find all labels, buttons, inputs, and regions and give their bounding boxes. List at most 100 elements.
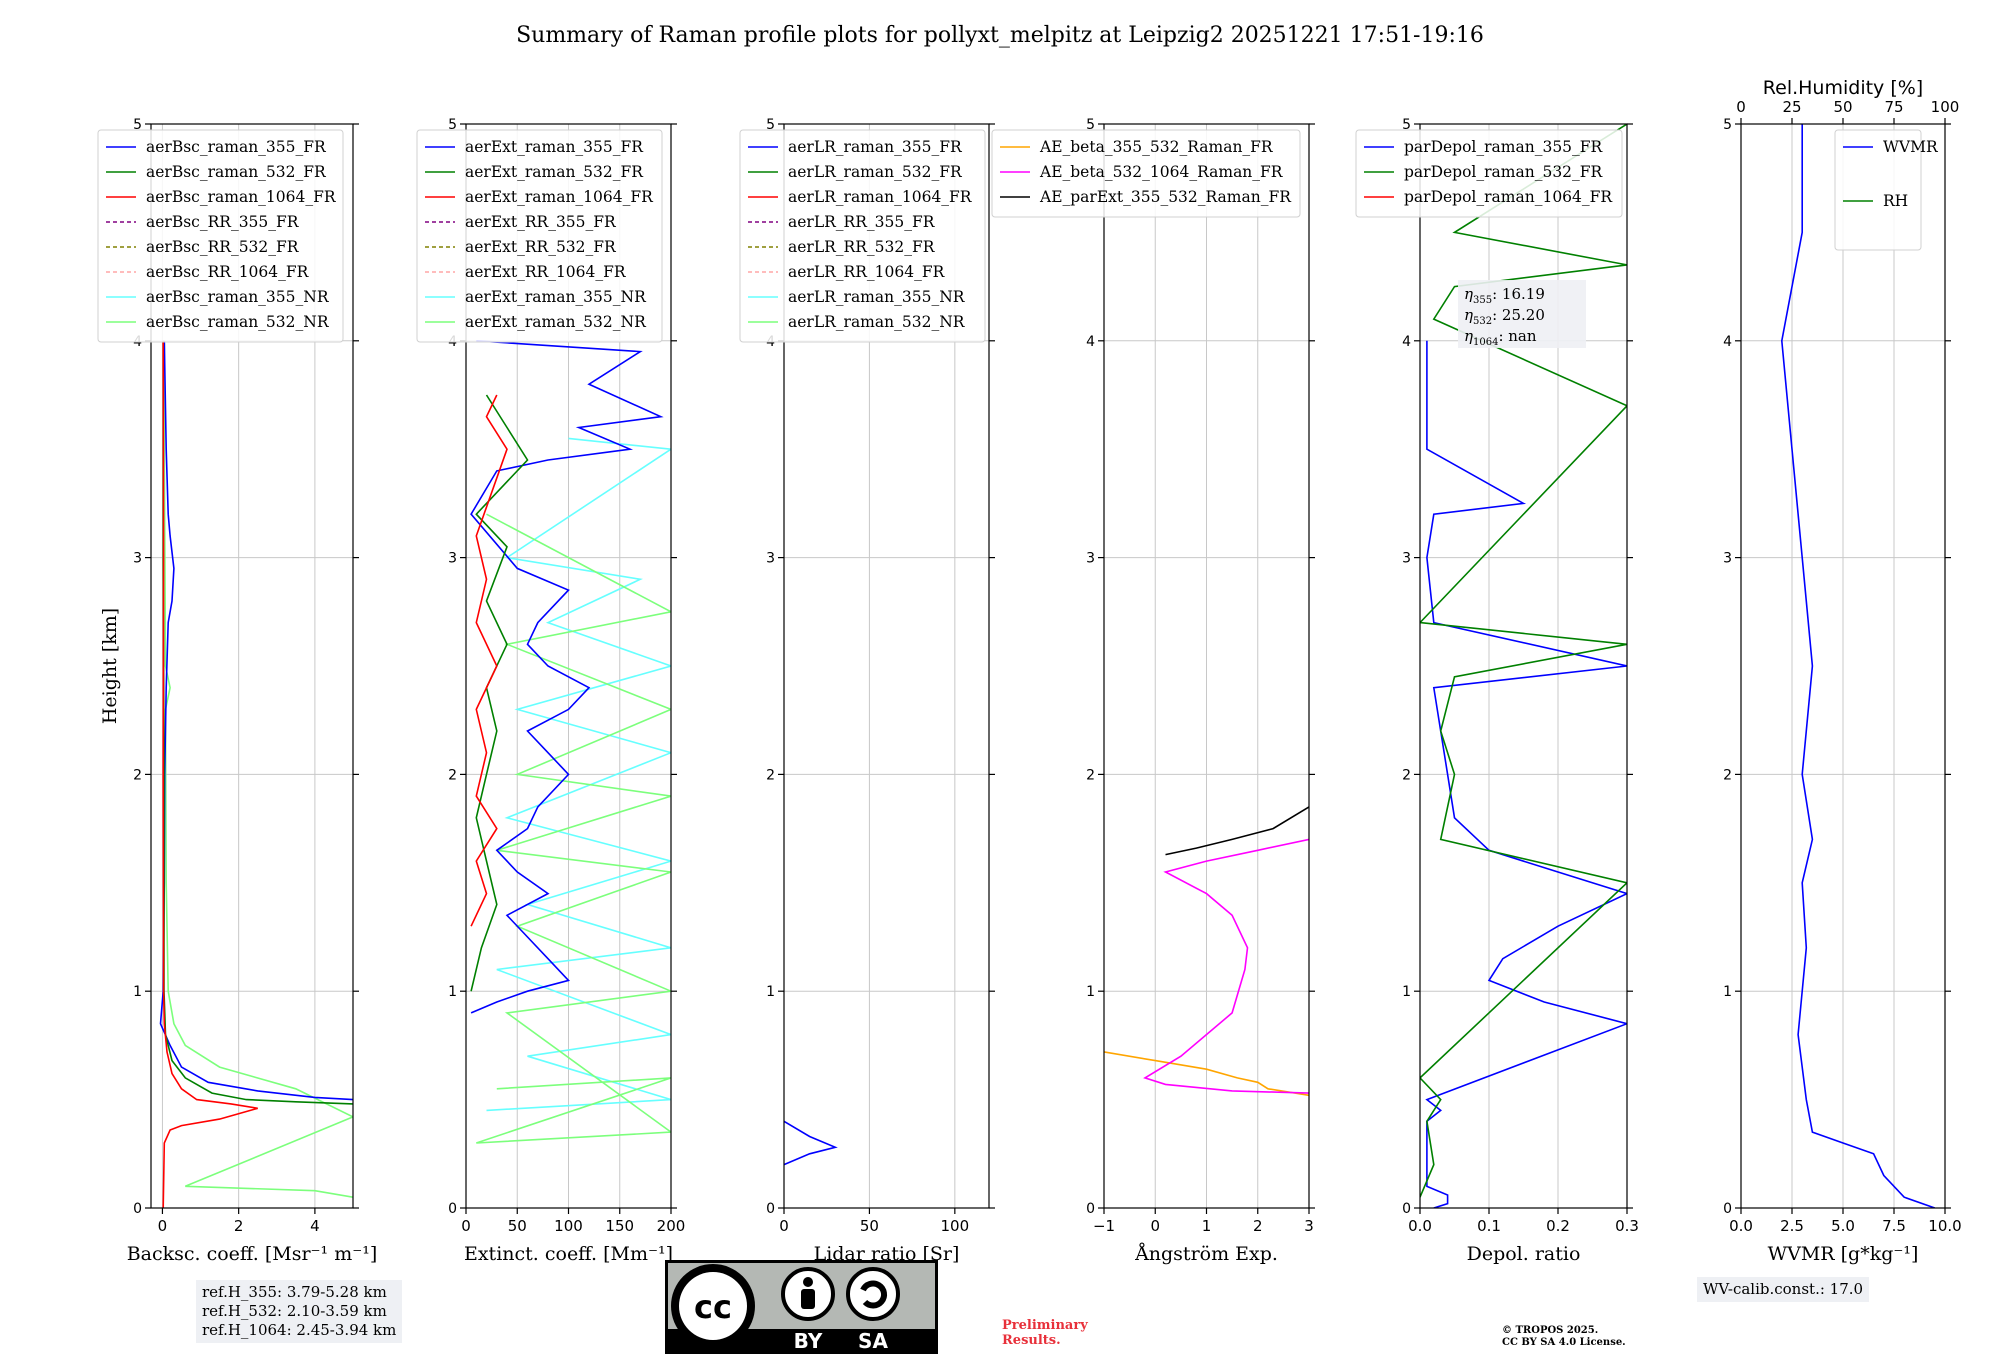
series-aerBsc_raman_532_NR [163,340,353,1198]
series-aerBsc_raman_1064_FR [162,340,258,1208]
x-tick-label: 4 [310,1217,320,1235]
x-tick-label: 2.5 [1780,1217,1804,1235]
figure-title: Summary of Raman profile plots for polly… [516,23,1484,48]
x-tick-label: 0.3 [1615,1217,1639,1235]
ref-height-1064: ref.H_1064: 2.45-3.94 km [202,1321,397,1339]
sa-label: SA [858,1329,888,1353]
x-tick-label: 2 [234,1217,244,1235]
legend: aerBsc_raman_355_FR aerBsc_raman_532_FRae… [97,129,344,343]
y-tick-label: 4 [1086,334,1095,350]
series-group [159,340,353,1208]
eta-label: η1064: nan [1464,327,1537,348]
legend-label: aerExt_raman_355_FR [465,138,644,156]
y-tick-label: 5 [1723,117,1732,133]
legend-label: aerExt_RR_532_FR [465,238,617,256]
series-aerExt_raman_1064_FR [470,394,508,927]
top-tick-label: 75 [1884,98,1903,116]
x-tick-label: 2 [1253,1217,1263,1235]
y-tick-label: 2 [133,767,142,783]
series-aerExt_raman_532_FR [470,394,529,992]
x-tick-label: 0.2 [1546,1217,1570,1235]
y-tick-label: 0 [1723,1201,1732,1217]
series-AE_beta_355_532_Raman_FR [1104,1051,1309,1097]
legend-label: aerBsc_RR_355_FR [146,213,300,231]
legend-label: aerExt_raman_1064_FR [465,188,654,206]
copyright-line-1: © TROPOS 2025. [1502,1325,1599,1336]
y-tick-label: 2 [448,767,457,783]
legend-label: parDepol_raman_1064_FR [1404,188,1613,206]
eta-box [1458,280,1586,348]
y-tick-label: 1 [1723,984,1732,1000]
top-tick-label: 50 [1833,98,1852,116]
y-tick-label: 0 [1086,1201,1095,1217]
x-tick-label: −1 [1093,1217,1115,1235]
series-group [784,1120,838,1166]
legend-label: aerLR_RR_532_FR [788,238,936,256]
eta-label: η355: 16.19 [1464,285,1545,306]
y-tick-label: 3 [448,551,457,567]
series-aerLR_raman_355_FR [784,1120,838,1166]
legend-label: aerBsc_raman_355_FR [146,138,327,156]
x-tick-label: 0 [158,1217,168,1235]
legend-label: aerBsc_RR_1064_FR [146,263,310,281]
legend-label: AE_parExt_355_532_Raman_FR [1039,188,1292,206]
x-tick-label: 100 [941,1217,970,1235]
top-tick-label: 100 [1931,98,1960,116]
y-tick-label: 1 [133,984,142,1000]
y-tick-label: 0 [766,1201,775,1217]
y-tick-label: 5 [448,117,457,133]
legend-label: aerLR_RR_355_FR [788,213,936,231]
legend-label: aerLR_raman_1064_FR [788,188,973,206]
x-axis-label: Lidar ratio [Sr] [814,1243,960,1265]
legend-label: aerLR_raman_532_NR [788,313,966,331]
legend-box [416,129,663,343]
axes-frame [783,123,990,1209]
legend-label: aerBsc_raman_532_NR [146,313,330,331]
y-tick-label: 1 [766,984,775,1000]
top-tick-label: 0 [1736,98,1746,116]
x-axis-label: WVMR [g*kg⁻¹] [1768,1243,1919,1265]
x-tick-label: 0.1 [1477,1217,1501,1235]
wv-calibration-box: WV-calib.const.: 17.0 [1697,1277,1870,1302]
series-AE_parExt_355_532_Raman_FR [1165,806,1309,856]
sa-icon [846,1267,900,1321]
x-tick-label: 50 [860,1217,879,1235]
y-tick-label: 3 [1402,551,1411,567]
y-tick-label: 2 [1086,767,1095,783]
series-group [1780,124,1936,1208]
x-tick-label: 100 [554,1217,583,1235]
legend-label: aerExt_raman_355_NR [465,288,647,306]
preliminary-line-1: Preliminary [1002,1318,1088,1333]
x-tick-label: 0.0 [1729,1217,1753,1235]
series-group [470,340,671,1144]
x-tick-label: 150 [605,1217,634,1235]
x-tick-label: 10.0 [1928,1217,1961,1235]
legend-box [1355,129,1623,218]
legend-label: aerExt_raman_532_NR [465,313,647,331]
panel-backscatter: 024012345Backsc. coeff. [Msr⁻¹ m⁻¹]Heigh… [97,117,377,1265]
y-tick-label: 3 [1723,551,1732,567]
eta-label: η532: 25.20 [1464,306,1545,327]
y-tick-label: 4 [1723,334,1732,350]
series-aerExt_raman_355_FR [470,340,664,1014]
y-tick-label: 2 [1402,767,1411,783]
cc-by-sa-badge: cc BY SA [665,1260,938,1354]
y-tick-label: 5 [1402,117,1411,133]
top-tick-label: 25 [1782,98,1801,116]
series-aerBsc_raman_532_FR [162,340,353,1105]
legend-label: aerLR_RR_1064_FR [788,263,946,281]
legend-label: aerExt_RR_355_FR [465,213,617,231]
by-label: BY [794,1329,823,1353]
y-tick-label: 1 [1402,984,1411,1000]
cc-text: cc [694,1288,732,1326]
legend-label: parDepol_raman_355_FR [1404,138,1604,156]
x-tick-label: 0 [1150,1217,1160,1235]
y-tick-label: 1 [448,984,457,1000]
series-AE_beta_532_1064_Raman_FR [1143,838,1309,1094]
legend-label: parDepol_raman_532_FR [1404,163,1604,181]
legend-label: AE_beta_355_532_Raman_FR [1039,138,1274,156]
x-tick-label: 1 [1202,1217,1212,1235]
y-tick-label: 3 [133,551,142,567]
